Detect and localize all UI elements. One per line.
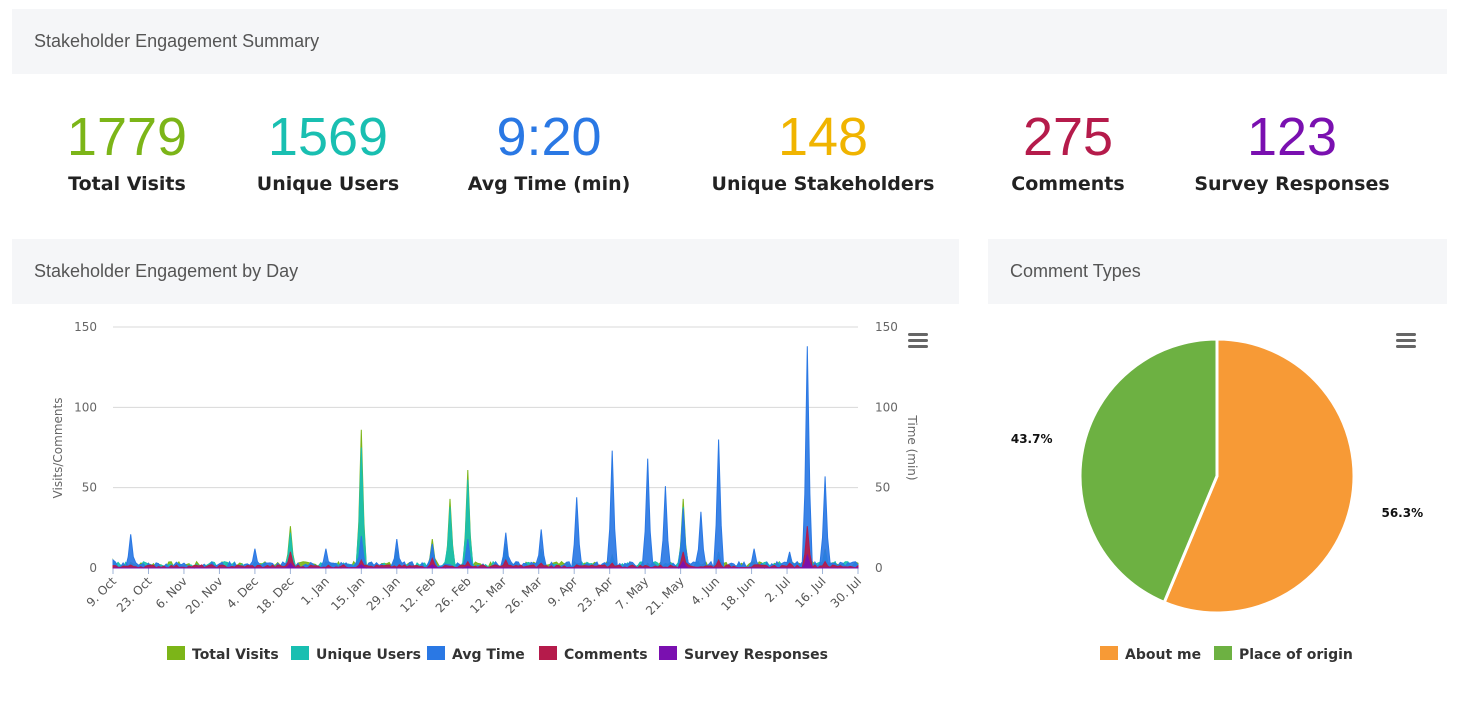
legend-label: Total Visits — [192, 647, 279, 663]
y2-axis-title: Time (min) — [905, 414, 919, 480]
x-tick-label: 1. Jan — [298, 574, 332, 608]
legend-swatch — [539, 646, 557, 660]
legend-swatch — [659, 646, 677, 660]
stat-comments: 275 Comments — [1011, 105, 1124, 195]
summary-panel-title: Stakeholder Engagement Summary — [34, 31, 320, 51]
engagement-panel-header: Stakeholder Engagement by Day — [12, 239, 959, 304]
legend-label: Unique Users — [316, 647, 421, 663]
engagement-area-chart: 0 0 50 50 100 100 150 150 Visits/Comments Time (m… — [51, 320, 928, 663]
x-tick-label: 12. Feb — [397, 574, 438, 615]
stat-unique-stakeholders: 148 Unique Stakeholders — [712, 105, 935, 195]
stat-value: 1779 — [66, 107, 188, 167]
y-tick-label: 0 — [89, 561, 97, 575]
stat-label: Avg Time (min) — [467, 173, 631, 195]
pie-slice-place-of-origin[interactable] — [1078, 337, 1219, 605]
x-tick-label: 2. Jul — [762, 574, 793, 605]
x-tick-label: 23. Apr — [575, 574, 616, 615]
pie-legend-item-place-of-origin[interactable]: Place of origin — [1214, 646, 1353, 663]
legend-label: Comments — [564, 647, 648, 663]
y-tick-label: 150 — [74, 320, 97, 334]
legend-item-unique-users[interactable]: Unique Users — [291, 646, 421, 663]
legend-item-avg-time[interactable]: Avg Time — [427, 646, 525, 663]
legend-label: Avg Time — [452, 647, 525, 663]
x-tick-label: 16. Jul — [792, 574, 828, 610]
series-area-total-visits — [112, 429, 859, 570]
x-tick-label: 15. Jan — [328, 574, 367, 613]
stat-label: Comments — [1011, 173, 1125, 195]
stat-label: Unique Stakeholders — [711, 173, 935, 195]
stat-value: 275 — [1022, 107, 1114, 167]
comment-types-panel-header: Comment Types — [988, 239, 1447, 304]
pie-data-label: 56.3% — [1381, 506, 1423, 520]
x-tick-label: 18. Dec — [254, 574, 297, 617]
x-tick-label: 21. May — [643, 574, 687, 618]
y2-tick-label: 100 — [875, 400, 898, 414]
series-area-survey-responses — [113, 553, 859, 569]
x-tick-label: 18. Jun — [718, 574, 757, 613]
stat-total-visits: 1779 Total Visits — [67, 105, 187, 195]
x-tick-label: 12. Mar — [467, 574, 509, 616]
legend-swatch — [291, 646, 309, 660]
x-tick-label: 4. Jun — [688, 574, 722, 608]
comment-types-pie-chart: 56.3% 43.7% About me Place of origin — [1011, 333, 1423, 663]
y2-tick-label: 150 — [875, 320, 898, 334]
stat-avg-time-min: 9:20 Avg Time (min) — [468, 105, 631, 195]
x-tick-label: 23. Oct — [114, 574, 155, 615]
stat-label: Survey Responses — [1194, 173, 1390, 195]
stat-label: Total Visits — [68, 173, 186, 195]
series-area-avg-time — [112, 346, 859, 569]
pie-legend-item-about-me[interactable]: About me — [1100, 646, 1201, 663]
stat-value: 148 — [777, 107, 869, 167]
stat-value: 123 — [1246, 107, 1338, 167]
engagement-panel-title: Stakeholder Engagement by Day — [34, 261, 299, 281]
legend-label: Survey Responses — [684, 647, 828, 663]
y-axis-title: Visits/Comments — [51, 398, 65, 499]
stat-unique-users: 1569 Unique Users — [257, 105, 399, 195]
y2-tick-label: 50 — [875, 481, 890, 495]
legend-swatch — [427, 646, 445, 660]
legend-swatch — [1214, 646, 1232, 660]
x-tick-label: 29. Jan — [364, 574, 403, 613]
legend-label: Place of origin — [1239, 647, 1353, 663]
legend-item-total-visits[interactable]: Total Visits — [167, 646, 279, 663]
pie-menu-icon[interactable] — [1396, 333, 1416, 348]
summary-panel-header: Stakeholder Engagement Summary — [12, 9, 1447, 74]
legend-swatch — [1100, 646, 1118, 660]
legend-swatch — [167, 646, 185, 660]
x-tick-label: 30. Jul — [828, 574, 864, 610]
comment-types-panel-title: Comment Types — [1010, 261, 1141, 281]
y2-tick-label: 0 — [875, 561, 883, 575]
stat-value: 9:20 — [496, 107, 602, 167]
pie-slice-about-me[interactable] — [1162, 337, 1356, 615]
x-tick-label: 20. Nov — [183, 574, 226, 617]
series-area-unique-users — [112, 447, 859, 569]
chart-menu-icon[interactable] — [908, 333, 928, 348]
legend-item-comments[interactable]: Comments — [539, 646, 648, 663]
legend-label: About me — [1125, 647, 1201, 663]
y-tick-label: 100 — [74, 400, 97, 414]
legend-item-survey-responses[interactable]: Survey Responses — [659, 646, 828, 663]
stat-survey-responses: 123 Survey Responses — [1194, 105, 1389, 195]
stat-label: Unique Users — [256, 173, 400, 195]
x-tick-label: 26. Feb — [433, 574, 474, 615]
pie-data-label: 43.7% — [1011, 432, 1053, 446]
y-tick-label: 50 — [82, 481, 97, 495]
x-tick-label: 26. Mar — [503, 574, 545, 616]
stat-value: 1569 — [267, 107, 389, 167]
